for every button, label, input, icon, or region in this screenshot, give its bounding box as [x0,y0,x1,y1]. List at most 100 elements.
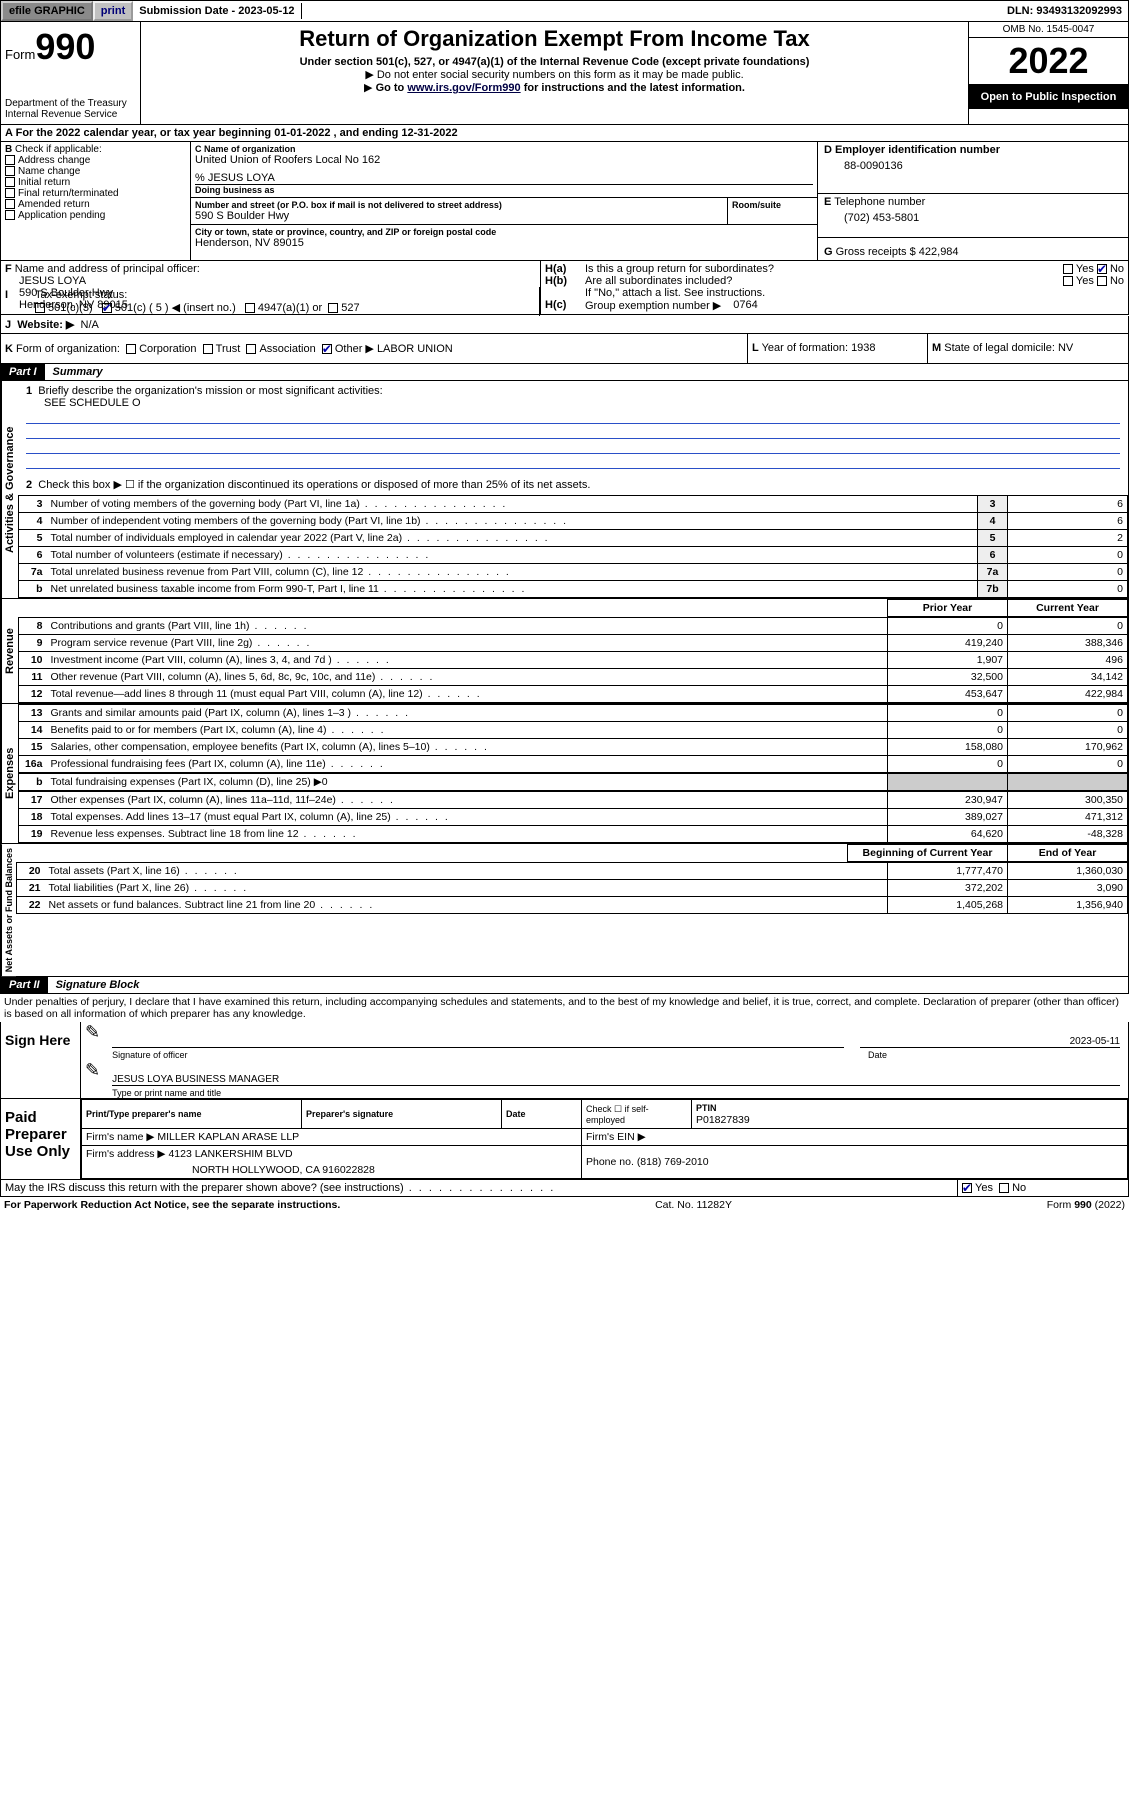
vert-revenue: Revenue [1,599,18,703]
ein-value: 88-0090136 [824,160,1122,172]
top-bar: efile GRAPHIC print Submission Date - 20… [0,0,1129,22]
col-current-year: Current Year [1036,602,1099,614]
part1-title: Summary [45,366,103,378]
ptin-value: P01827839 [696,1114,750,1126]
subtitle-2: Do not enter social security numbers on … [151,68,958,81]
check-applicable-label: Check if applicable: [15,144,102,155]
phone-label: Telephone number [834,196,925,208]
form-title: Return of Organization Exempt From Incom… [151,26,958,52]
print-button[interactable]: print [93,1,133,21]
gross-receipts-value: 422,984 [919,246,959,258]
i-501c3[interactable] [35,303,45,313]
street-label: Number and street (or P.O. box if mail i… [195,200,723,210]
k-other[interactable] [322,344,332,354]
k-assoc[interactable] [246,344,256,354]
room-suite-label: Room/suite [727,198,817,224]
city-state-zip: Henderson, NV 89015 [195,237,813,249]
col-prior-year: Prior Year [923,602,972,614]
sig-date-label: Date [868,1050,1128,1060]
efile-graphic-button[interactable]: efile GRAPHIC [1,1,93,21]
identity-block: B Check if applicable: Address change Na… [0,142,1129,261]
k-trust[interactable] [203,344,213,354]
year-formation-label: Year of formation: [762,342,848,354]
firm-phone-label: Phone no. [586,1156,634,1168]
subtitle-3: Go to www.irs.gov/Form990 for instructio… [151,81,958,94]
col-beginning-year: Beginning of Current Year [863,847,993,859]
open-inspection: Open to Public Inspection [969,85,1128,109]
irs-link[interactable]: www.irs.gov/Form990 [407,82,520,94]
form-header: Form990 Department of the Treasury Inter… [0,22,1129,125]
checkbox-name-change[interactable]: Name change [5,166,186,177]
checkbox-final-return[interactable]: Final return/terminated [5,188,186,199]
phone-value: (702) 453-5801 [824,212,1122,224]
h-note: If "No," attach a list. See instructions… [545,287,1124,299]
i-527[interactable] [328,303,338,313]
firm-addr-label: Firm's address ▶ [86,1148,166,1160]
org-name: United Union of Roofers Local No 162 [195,154,813,166]
tax-exempt-label: Tax-exempt status: [35,289,127,301]
prep-date-label: Date [506,1109,526,1119]
form-number: 990 [35,26,95,67]
pen-icon: ✎ [81,1022,104,1060]
firm-ein-label: Firm's EIN ▶ [582,1129,1128,1146]
k-corp[interactable] [126,344,136,354]
ha-label: Is this a group return for subordinates? [585,263,1063,275]
i-501c[interactable] [102,303,112,313]
website-value: N/A [81,319,99,331]
hb-yes[interactable] [1063,276,1073,286]
ha-no[interactable] [1097,264,1107,274]
self-employed-check[interactable]: Check ☐ if self-employed [582,1100,692,1129]
part1-header: Part I [1,364,45,380]
sig-officer-label: Signature of officer [104,1050,868,1060]
cat-number: Cat. No. 11282Y [655,1199,732,1211]
ptin-label: PTIN [696,1103,717,1113]
omb-number: OMB No. 1545-0047 [969,22,1128,38]
firm-name: MILLER KAPLAN ARASE LLP [157,1131,299,1143]
discuss-no[interactable] [999,1183,1009,1193]
type-name-label: Type or print name and title [104,1088,1128,1098]
discuss-yes[interactable] [962,1183,972,1193]
declaration-text: Under penalties of perjury, I declare th… [0,994,1129,1022]
org-name-label: Name of organization [204,144,296,154]
vert-activities-governance: Activities & Governance [1,381,18,598]
checkbox-address-change[interactable]: Address change [5,155,186,166]
discuss-label: May the IRS discuss this return with the… [5,1182,555,1194]
ha-yes[interactable] [1063,264,1073,274]
i-4947[interactable] [245,303,255,313]
checkbox-application-pending[interactable]: Application pending [5,210,186,221]
hb-label: Are all subordinates included? [585,275,1063,287]
vert-expenses: Expenses [1,704,18,843]
firm-phone: (818) 769-2010 [637,1156,709,1168]
firm-addr1: 4123 LANKERSHIM BLVD [168,1148,292,1160]
vert-net-assets: Net Assets or Fund Balances [1,844,16,976]
year-formation: 1938 [851,342,875,354]
sign-here-label: Sign Here [1,1022,81,1098]
form-org-label: Form of organization: [16,343,120,355]
form-footer: Form 990 (2022) [1047,1199,1125,1211]
hc-label: Group exemption number ▶ [585,299,721,312]
officer-signature-line[interactable] [112,1024,844,1048]
submission-date: Submission Date - 2023-05-12 [133,3,301,19]
state-domicile-label: State of legal domicile: [944,342,1055,354]
prep-name-label: Print/Type preparer's name [86,1109,202,1119]
tax-year: 2022 [969,38,1128,85]
dba-label: Doing business as [195,184,813,195]
pen-icon: ✎ [81,1060,104,1098]
dln: DLN: 93493132092993 [1001,3,1128,19]
officer-label: Name and address of principal officer: [15,263,200,275]
checkbox-amended-return[interactable]: Amended return [5,199,186,210]
hb-no[interactable] [1097,276,1107,286]
pra-notice: For Paperwork Reduction Act Notice, see … [4,1199,340,1211]
line-16b: Total fundraising expenses (Part IX, col… [47,774,888,791]
part2-header: Part II [1,977,48,993]
checkbox-initial-return[interactable]: Initial return [5,177,186,188]
ein-label: Employer identification number [835,144,1000,156]
hc-value: 0764 [721,299,757,312]
sig-date: 2023-05-11 [860,1024,1120,1048]
col-end-year: End of Year [1039,847,1097,859]
k-value: LABOR UNION [377,343,453,355]
street-address: 590 S Boulder Hwy [195,210,723,222]
irs-label: Internal Revenue Service [5,109,136,120]
q1-value: SEE SCHEDULE O [26,397,141,409]
q2-label: Check this box ▶ ☐ if the organization d… [38,479,590,491]
